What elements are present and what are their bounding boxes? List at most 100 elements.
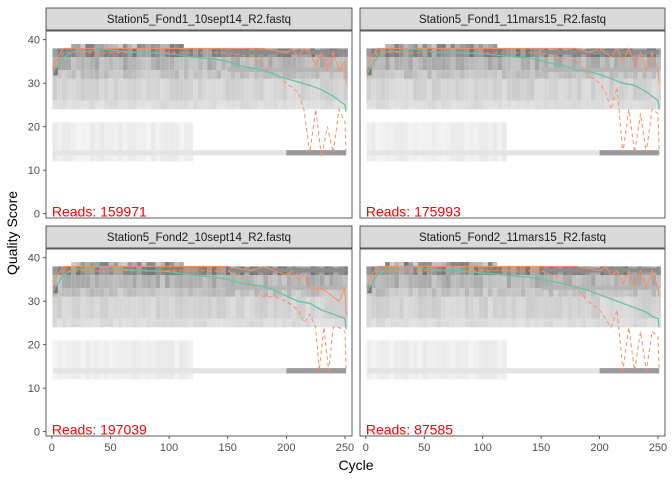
heatmap-cell: [132, 266, 137, 276]
heatmap-cell: [324, 275, 330, 289]
heatmap-cell: [104, 318, 109, 328]
heatmap-cell: [436, 44, 442, 49]
heatmap-cell: [413, 296, 418, 319]
heatmap-cell: [216, 70, 222, 79]
y-tick-label: 40: [28, 253, 40, 265]
x-tick-label: 50: [104, 442, 116, 454]
heatmap-cell: [473, 57, 479, 71]
heatmap-cell: [104, 340, 109, 380]
heatmap-cell: [385, 288, 390, 297]
heatmap-cell: [520, 288, 526, 297]
heatmap-cell: [492, 100, 498, 110]
heatmap-cell: [539, 78, 545, 101]
heatmap-cell: [497, 275, 502, 289]
heatmap-cell: [211, 48, 217, 58]
heatmap-cell: [380, 57, 386, 71]
heatmap-cell: [319, 288, 325, 297]
heatmap-cell: [651, 275, 657, 289]
heatmap-cell: [127, 296, 133, 319]
heatmap-cell: [651, 70, 657, 79]
heatmap-cell: [202, 266, 208, 276]
heatmap-cell: [99, 44, 105, 49]
heatmap-cell: [576, 288, 582, 297]
heatmap-cell: [66, 288, 72, 297]
heatmap-cell: [492, 275, 498, 289]
heatmap-cell: [52, 275, 58, 289]
heatmap-cell: [614, 70, 619, 79]
heatmap-cell: [399, 318, 404, 328]
heatmap-cell: [422, 70, 428, 79]
heatmap-cell: [525, 288, 531, 297]
heatmap-cell: [394, 44, 400, 49]
heatmap-cell: [216, 275, 222, 289]
heatmap-cell: [604, 296, 610, 319]
heatmap-cell: [333, 70, 339, 79]
heatmap-cell: [469, 44, 474, 49]
heatmap-cell: [431, 288, 437, 297]
heatmap-cell: [483, 100, 488, 110]
heatmap-cell: [450, 318, 456, 328]
heatmap-cell: [371, 340, 376, 380]
heatmap-cell: [282, 318, 287, 328]
heatmap-cell: [282, 78, 287, 101]
heatmap-cell: [75, 57, 81, 71]
heatmap-cell: [450, 275, 456, 289]
heatmap-cell: [581, 318, 587, 328]
heatmap-cell: [450, 340, 456, 380]
heatmap-cell: [179, 122, 184, 162]
heatmap-cell: [291, 57, 297, 71]
heatmap-cell: [422, 44, 428, 49]
heatmap-cell: [441, 70, 446, 79]
heatmap-cell: [240, 318, 245, 328]
heatmap-cell: [207, 57, 212, 71]
heatmap-cell: [595, 78, 601, 101]
heatmap-cell: [541, 50, 660, 55]
heatmap-cell: [174, 340, 180, 380]
heatmap-cell: [202, 57, 208, 71]
heatmap-cell: [179, 296, 184, 319]
heatmap-cell: [389, 318, 395, 328]
heatmap-cell: [118, 275, 123, 289]
heatmap-cell: [216, 78, 222, 101]
heatmap-cell: [146, 122, 151, 162]
heatmap-cell: [455, 318, 460, 328]
heatmap-cell: [394, 262, 400, 267]
heatmap-cell: [188, 100, 194, 110]
heatmap-cell: [221, 100, 226, 110]
heatmap-cell: [530, 266, 535, 276]
heatmap-cell: [586, 288, 591, 297]
heatmap-cell: [75, 70, 81, 79]
heatmap-cell: [108, 318, 114, 328]
heatmap-cell: [403, 78, 409, 101]
heatmap-cell: [174, 48, 180, 58]
heatmap-cell: [534, 318, 540, 328]
heatmap-cell: [197, 275, 203, 289]
heatmap-cell: [473, 296, 479, 319]
heatmap-cell: [183, 266, 189, 276]
heatmap-cell: [305, 78, 311, 101]
heatmap-cell: [160, 340, 165, 380]
heatmap-cell: [160, 122, 165, 162]
heatmap-cell: [174, 288, 180, 297]
heatmap-cell: [286, 150, 347, 156]
heatmap-cell: [436, 57, 442, 71]
heatmap-cell: [600, 100, 605, 110]
heatmap-cell: [614, 318, 619, 328]
heatmap-cell: [104, 48, 109, 58]
heatmap-cell: [389, 296, 395, 319]
heatmap-cell: [235, 100, 241, 110]
heatmap-cell: [548, 100, 554, 110]
heatmap-cell: [99, 266, 105, 276]
heatmap-cell: [75, 78, 81, 101]
heatmap-cell: [254, 78, 259, 101]
heatmap-cell: [235, 318, 241, 328]
heatmap-cell: [389, 122, 395, 162]
heatmap-cell: [455, 100, 460, 110]
heatmap-cell: [254, 70, 259, 79]
heatmap-cell: [207, 288, 212, 297]
heatmap-cell: [333, 288, 339, 297]
heatmap-cell: [516, 78, 521, 101]
heatmap-cell: [230, 78, 236, 101]
heatmap-cell: [315, 275, 320, 289]
heatmap-cell: [422, 275, 428, 289]
